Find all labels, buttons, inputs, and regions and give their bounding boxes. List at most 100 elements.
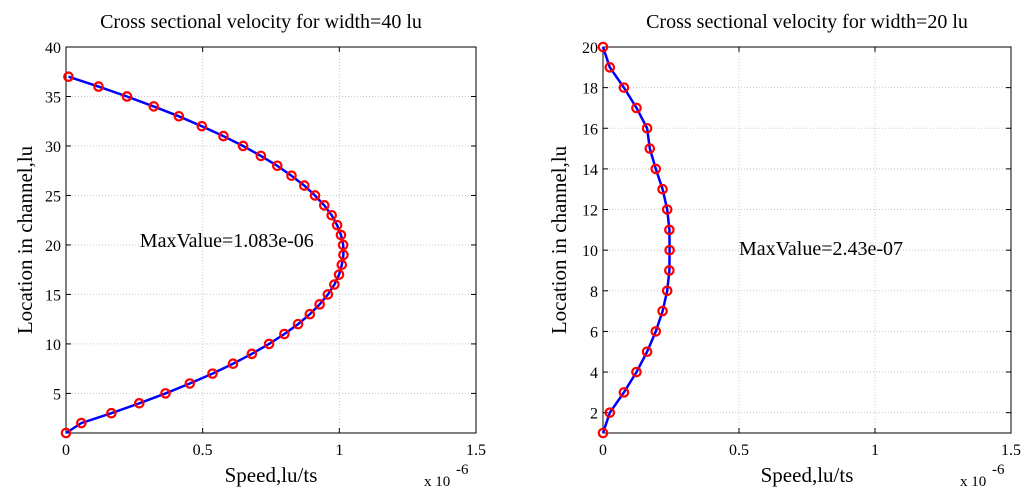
data-point bbox=[263, 338, 275, 350]
data-point bbox=[60, 427, 72, 439]
y-tick-label: 20 bbox=[582, 40, 598, 57]
y-tick-label: 16 bbox=[582, 121, 598, 138]
tick-marks: 0 0.5 1 1.5 2 4 6 8 10 12 14 16 18 20 bbox=[582, 40, 1021, 459]
y-tick-label: 12 bbox=[582, 203, 598, 220]
chart-panel-width-40: Cross sectional velocity for width=40 lu… bbox=[13, 11, 486, 489]
data-point bbox=[286, 170, 297, 181]
data-point bbox=[173, 110, 185, 122]
x-tick-label: 0 bbox=[62, 442, 70, 459]
x-multiplier-label: x 10 -6 bbox=[424, 462, 469, 489]
x-multiplier-exponent: -6 bbox=[456, 462, 469, 478]
x-multiplier-label: x 10 -6 bbox=[960, 462, 1005, 489]
series-group bbox=[60, 71, 349, 439]
data-point bbox=[184, 378, 196, 389]
chart-panel-width-20: Cross sectional velocity for width=20 lu… bbox=[547, 11, 1021, 489]
data-point bbox=[618, 387, 630, 398]
y-tick-label: 6 bbox=[590, 324, 598, 341]
data-point bbox=[326, 209, 337, 221]
data-point bbox=[664, 224, 675, 236]
y-tick-label: 8 bbox=[590, 284, 598, 301]
plot-area bbox=[66, 47, 476, 433]
data-point bbox=[641, 122, 653, 134]
y-tick-label: 30 bbox=[45, 139, 61, 156]
y-tick-label: 14 bbox=[582, 162, 598, 179]
data-point bbox=[304, 308, 316, 320]
data-point bbox=[207, 368, 218, 379]
y-tick-label: 4 bbox=[590, 365, 598, 382]
max-value-annotation: MaxValue=2.43e-07 bbox=[739, 238, 903, 260]
axes-box bbox=[65, 46, 477, 434]
y-axis-label: Location in channel,lu bbox=[13, 145, 37, 334]
data-point bbox=[337, 239, 349, 251]
y-tick-label: 10 bbox=[45, 337, 61, 354]
data-point bbox=[644, 143, 656, 154]
data-point bbox=[292, 318, 304, 330]
data-point bbox=[604, 407, 616, 418]
y-tick-label: 15 bbox=[45, 287, 61, 304]
y-tick-label: 35 bbox=[45, 89, 61, 106]
chart-title: Cross sectional velocity for width=20 lu bbox=[646, 11, 968, 33]
data-point bbox=[336, 259, 348, 271]
data-point bbox=[121, 91, 133, 102]
y-tick-label: 2 bbox=[590, 406, 598, 423]
x-tick-label: 0.5 bbox=[729, 442, 749, 459]
data-point bbox=[338, 249, 349, 261]
x-multiplier-base: x 10 bbox=[424, 474, 450, 489]
y-tick-label: 20 bbox=[45, 238, 61, 255]
data-point bbox=[597, 427, 609, 439]
data-point bbox=[331, 219, 343, 231]
y-tick-label: 18 bbox=[582, 81, 598, 98]
data-point bbox=[322, 289, 334, 300]
data-point bbox=[631, 102, 642, 114]
data-point bbox=[218, 130, 229, 142]
data-point bbox=[650, 163, 662, 175]
plot-area bbox=[603, 47, 1011, 433]
data-point bbox=[631, 366, 642, 378]
y-tick-label: 40 bbox=[45, 40, 61, 57]
grid-lines bbox=[603, 47, 1011, 433]
data-point bbox=[618, 82, 630, 93]
data-point bbox=[335, 229, 347, 241]
data-point bbox=[196, 120, 208, 132]
data-point bbox=[309, 190, 321, 201]
data-point bbox=[279, 328, 290, 340]
data-point bbox=[271, 160, 283, 172]
series-line bbox=[65, 75, 345, 435]
x-tick-label: 1 bbox=[871, 442, 879, 459]
data-point bbox=[246, 348, 258, 360]
data-point bbox=[641, 346, 653, 358]
axes-box bbox=[602, 46, 1012, 434]
x-tick-label: 1 bbox=[335, 442, 343, 459]
x-tick-label: 0.5 bbox=[193, 442, 213, 459]
data-point bbox=[237, 140, 249, 152]
data-point bbox=[106, 407, 117, 419]
max-value-annotation: MaxValue=1.083e-06 bbox=[140, 230, 314, 252]
data-point bbox=[661, 204, 673, 215]
data-point bbox=[664, 244, 675, 256]
x-tick-label: 1.5 bbox=[1001, 442, 1021, 459]
tick-marks: 0 0.5 1 1.5 5 10 15 20 25 30 35 40 bbox=[45, 40, 486, 459]
y-tick-label: 25 bbox=[45, 188, 61, 205]
data-point bbox=[650, 326, 662, 337]
x-multiplier-exponent: -6 bbox=[992, 462, 1005, 478]
data-point bbox=[160, 388, 171, 399]
y-tick-label: 10 bbox=[582, 243, 598, 260]
data-point bbox=[661, 285, 673, 297]
data-point bbox=[76, 417, 87, 429]
series-group bbox=[597, 41, 675, 439]
data-point bbox=[664, 265, 675, 276]
x-axis-label: Speed,lu/ts bbox=[761, 463, 854, 487]
data-point bbox=[93, 81, 104, 92]
y-axis-label: Location in channel,lu bbox=[547, 145, 571, 334]
data-point bbox=[299, 180, 310, 191]
data-point bbox=[657, 183, 668, 195]
x-tick-label: 1.5 bbox=[466, 442, 486, 459]
data-point bbox=[318, 200, 330, 211]
data-point bbox=[597, 41, 609, 53]
chart-title: Cross sectional velocity for width=40 lu bbox=[100, 11, 422, 33]
data-point bbox=[314, 299, 325, 310]
x-tick-label: 0 bbox=[599, 442, 607, 459]
data-point bbox=[255, 150, 267, 162]
data-point bbox=[63, 71, 74, 82]
